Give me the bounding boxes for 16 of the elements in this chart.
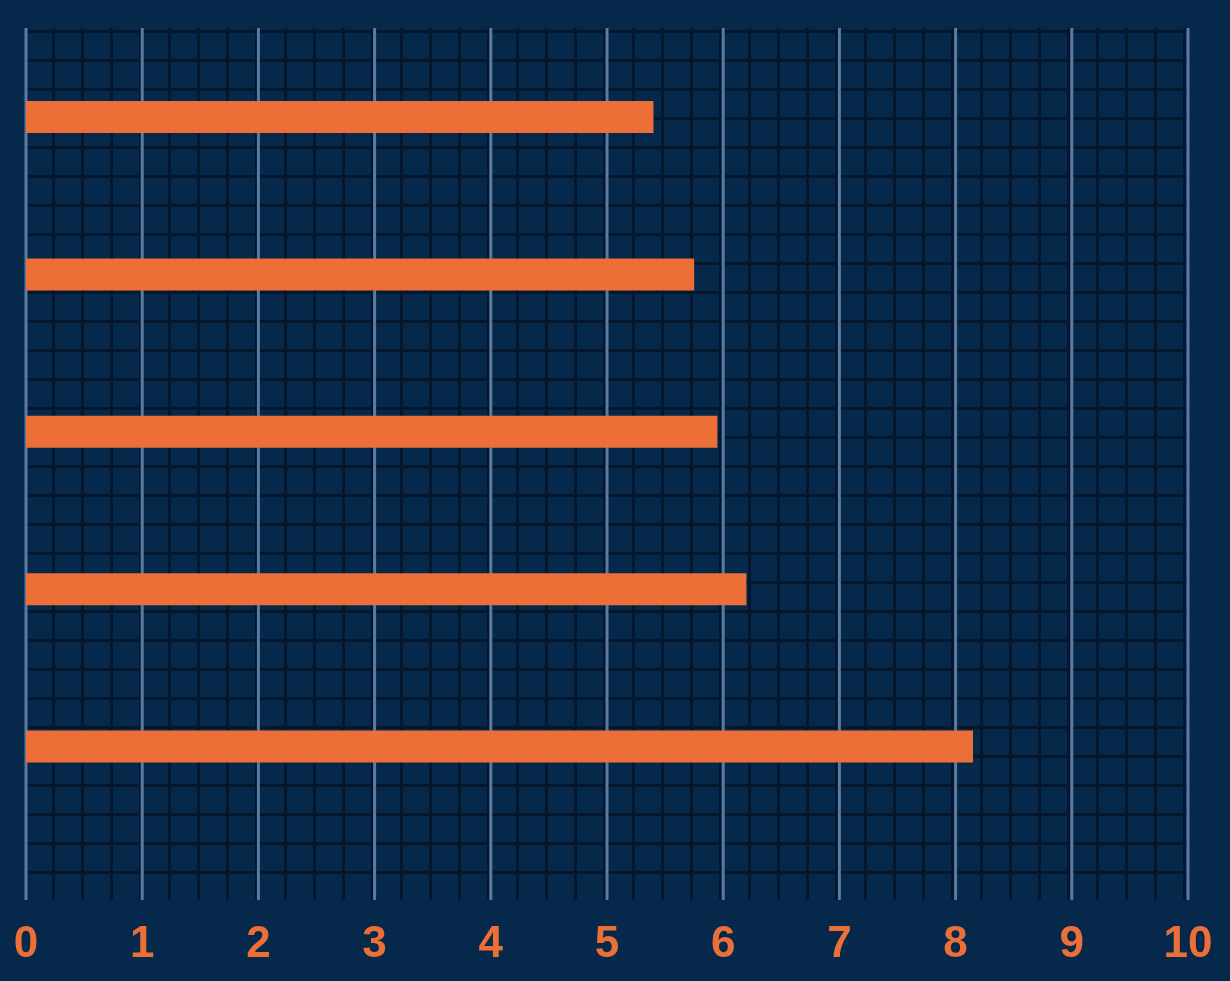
x-tick-label: 2 [246, 917, 271, 967]
x-tick-label: 1 [129, 917, 155, 967]
x-tick-label: 9 [1059, 917, 1085, 967]
bar [26, 415, 718, 448]
bar [26, 101, 654, 133]
x-tick-label: 4 [478, 917, 504, 967]
x-tick-label: 6 [710, 917, 736, 967]
bar [26, 258, 695, 291]
bar [26, 730, 974, 763]
bar [26, 573, 747, 606]
x-tick-label: 10 [1163, 917, 1213, 967]
x-tick-label: 5 [594, 917, 620, 967]
x-tick-label: 8 [943, 917, 968, 967]
x-tick-label: 7 [827, 917, 852, 967]
x-tick-label: 3 [362, 917, 387, 967]
x-tick-label: 0 [13, 917, 39, 967]
